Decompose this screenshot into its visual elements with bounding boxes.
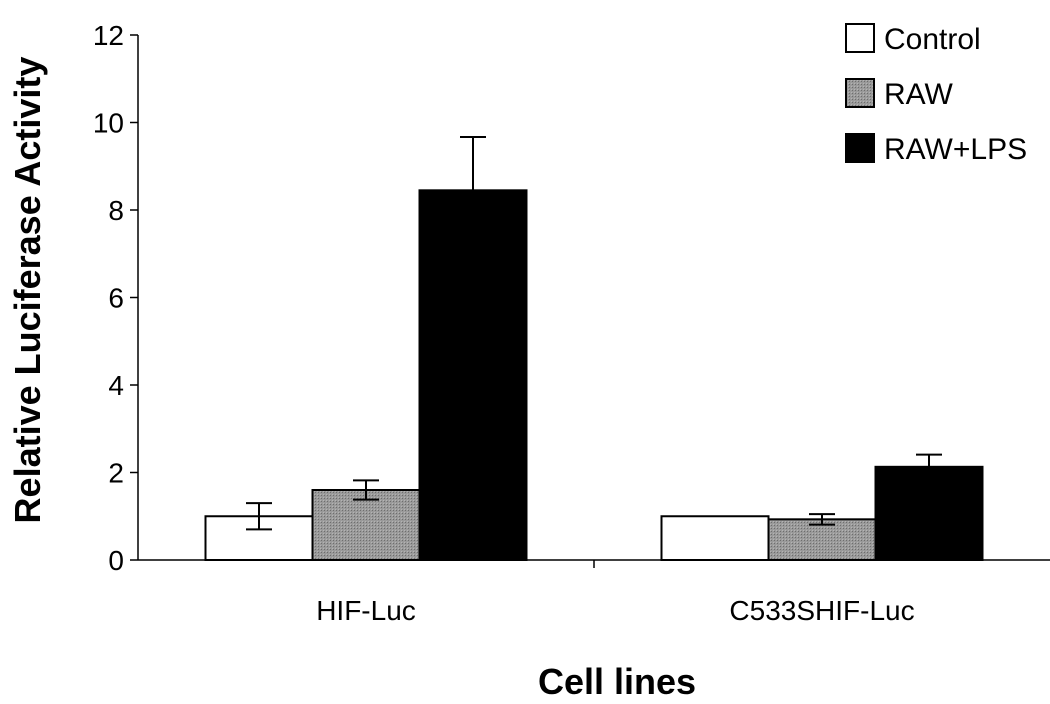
y-tick-label: 10: [93, 108, 124, 139]
legend-label: RAW: [884, 78, 954, 111]
legend-swatch: [845, 23, 875, 53]
bar: [874, 465, 984, 561]
y-tick-label: 12: [93, 20, 124, 51]
y-tick-label: 2: [108, 458, 124, 489]
legend-swatch: [845, 133, 875, 163]
bar: [660, 515, 770, 561]
y-axis-title: Relative Luciferase Activity: [7, 57, 48, 524]
x-tick-label: HIF-Luc: [316, 595, 416, 626]
x-axis-title: Cell lines: [538, 661, 696, 702]
bar: [311, 489, 421, 561]
y-tick-label: 0: [108, 545, 124, 576]
y-tick-label: 6: [108, 283, 124, 314]
legend-swatch: [845, 78, 875, 108]
legend-label: RAW+LPS: [884, 133, 1027, 166]
legend-label: Control: [884, 23, 981, 56]
y-tick-label: 4: [108, 370, 124, 401]
bar: [418, 189, 528, 561]
x-tick-label: C533SHIF-Luc: [729, 595, 914, 626]
y-tick-label: 8: [108, 195, 124, 226]
